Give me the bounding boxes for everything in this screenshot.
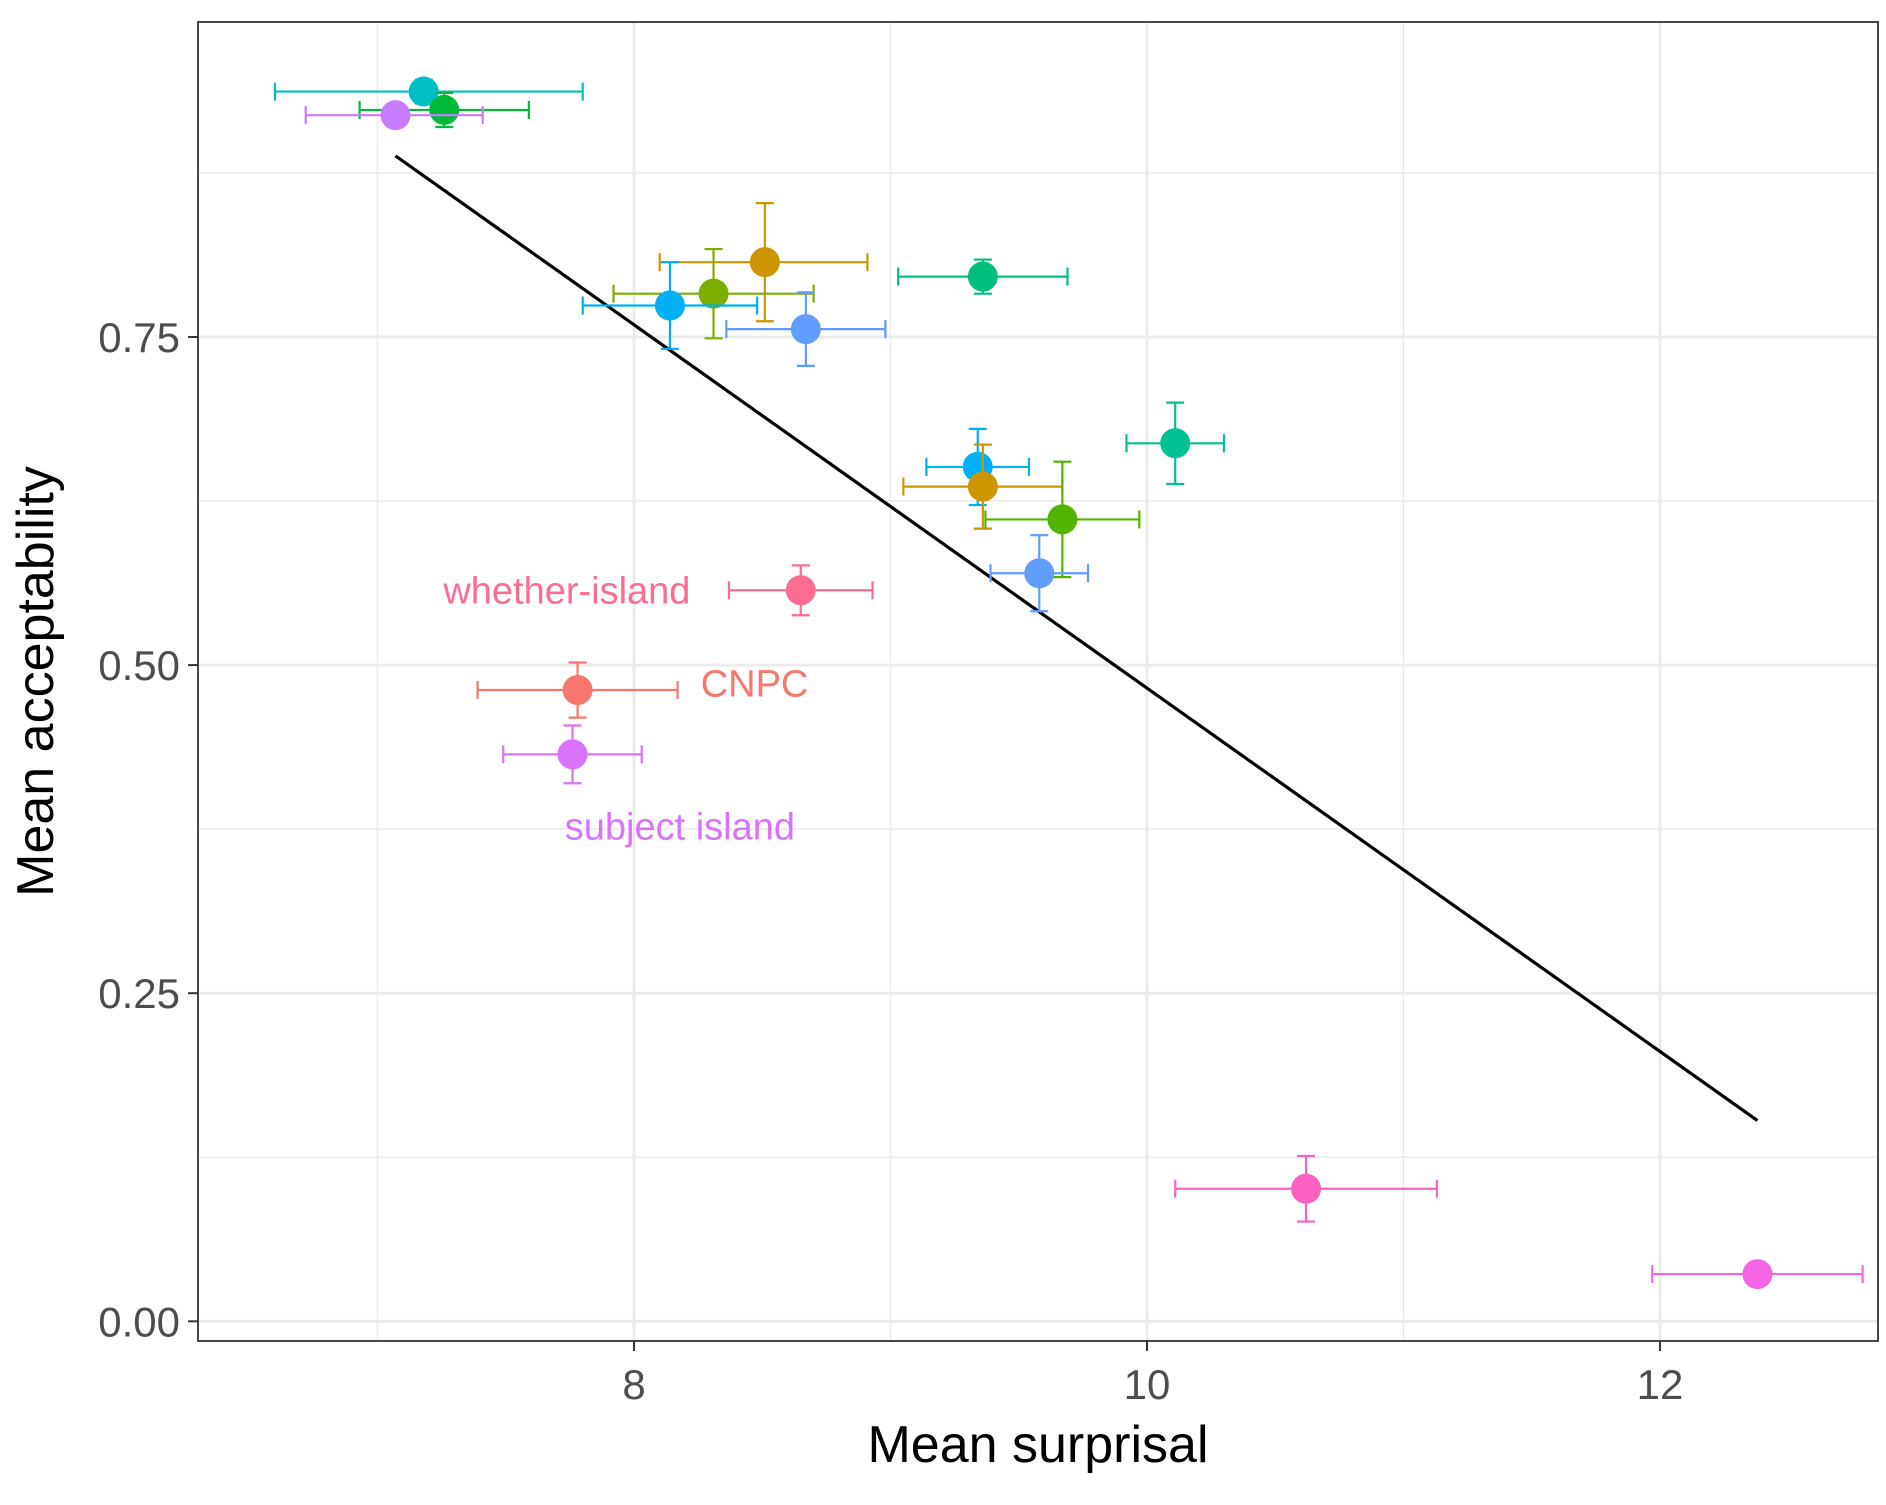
data-point-group xyxy=(1125,401,1226,486)
data-point-group xyxy=(502,724,643,785)
x-axis-title: Mean surprisal xyxy=(867,1416,1208,1474)
point-annotation: CNPC xyxy=(701,663,809,705)
data-point xyxy=(429,94,460,125)
data-point-group xyxy=(1174,1154,1438,1223)
data-point xyxy=(408,76,439,107)
data-point-group xyxy=(1651,1259,1864,1290)
y-tick-label: 0.75 xyxy=(98,314,180,361)
data-point xyxy=(698,278,729,309)
x-tick-label: 12 xyxy=(1637,1361,1684,1408)
point-annotation: subject island xyxy=(565,807,795,849)
data-point-group xyxy=(476,661,679,719)
data-point xyxy=(785,575,816,606)
data-point xyxy=(380,100,411,131)
grid-layer xyxy=(198,22,1878,1341)
panel-background xyxy=(198,22,1878,1341)
data-point xyxy=(1742,1259,1773,1290)
y-tick-label: 0.25 xyxy=(98,970,180,1017)
point-annotation: whether-island xyxy=(442,570,690,612)
data-point xyxy=(1047,504,1078,535)
data-point xyxy=(749,247,780,278)
data-point-group xyxy=(984,460,1141,579)
y-tick-label: 0.00 xyxy=(98,1298,180,1345)
y-tick-label: 0.50 xyxy=(98,642,180,689)
data-point-group xyxy=(581,261,759,350)
data-point-group xyxy=(989,534,1090,613)
x-tick-label: 8 xyxy=(622,1361,645,1408)
axis-layer: 8 10 12 0.00 0.25 0.50 0.75 xyxy=(98,314,1683,1408)
marks-layer: whether-island CNPC subject island xyxy=(273,76,1864,1290)
data-point-group xyxy=(725,291,887,367)
regression-line xyxy=(394,154,1759,1122)
y-axis-title: Mean acceptability xyxy=(7,466,65,897)
data-point-group xyxy=(304,100,484,131)
data-point-group xyxy=(902,443,1064,530)
data-point-group xyxy=(897,258,1069,295)
data-point-group xyxy=(727,564,874,617)
data-point xyxy=(1291,1173,1322,1204)
data-point xyxy=(1160,428,1191,459)
data-point xyxy=(967,471,998,502)
data-point xyxy=(790,314,821,345)
data-point xyxy=(557,739,588,770)
data-point xyxy=(562,675,593,706)
x-tick-label: 10 xyxy=(1124,1361,1171,1408)
data-point-group xyxy=(658,202,869,323)
data-point-group xyxy=(612,247,815,340)
panel-border xyxy=(197,21,1879,1342)
data-point-group xyxy=(273,76,584,107)
data-point xyxy=(967,261,998,292)
data-point xyxy=(654,290,685,321)
data-point xyxy=(1024,558,1055,589)
